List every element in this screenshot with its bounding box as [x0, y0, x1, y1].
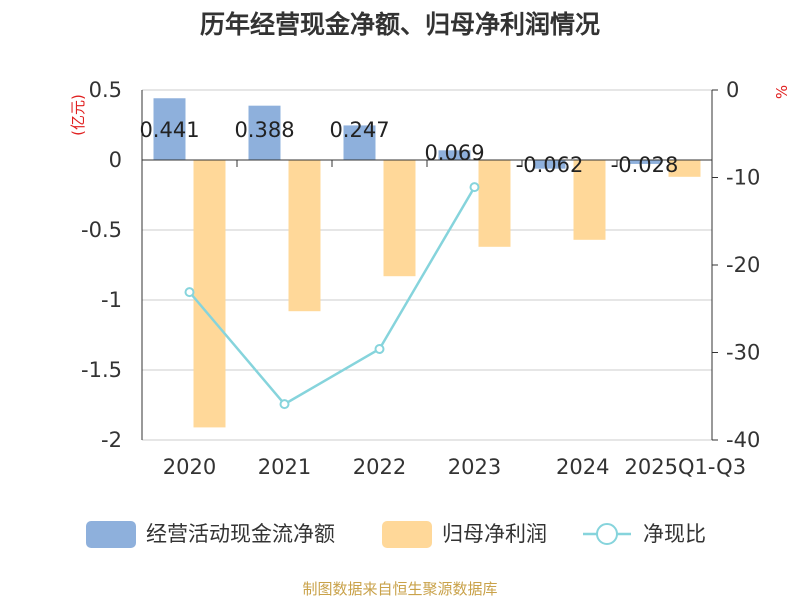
- cash-flow-value-label: 0.388: [234, 118, 294, 142]
- ratio-point: [279, 399, 290, 410]
- bars: [153, 98, 701, 428]
- cash-flow-bar: [533, 160, 566, 169]
- net-profit-bar: [478, 160, 511, 247]
- legend-swatch: [382, 521, 432, 548]
- data-labels: 0.441 0.388 0.247 0.069 -0.062 -0.028: [139, 118, 678, 177]
- left-axis-tick-label: -1: [101, 288, 122, 312]
- legend-label: 归母净利润: [442, 522, 547, 546]
- cash-flow-bar: [343, 125, 376, 160]
- ratio-polyline: [188, 186, 476, 406]
- legend-cash-flow: 经营活动现金流净额: [86, 521, 335, 548]
- legend-label: 经营活动现金流净额: [146, 522, 335, 546]
- ratio-point: [184, 287, 195, 298]
- left-axis-tick-label: 0.5: [89, 78, 122, 102]
- right-axis-tick-label: -10: [726, 166, 760, 190]
- cash-flow-bar: [153, 98, 186, 160]
- left-axis-tick-label: 0: [109, 148, 122, 172]
- x-axis-category-label: 2023: [448, 455, 501, 479]
- x-axis-category-label: 2022: [353, 455, 406, 479]
- cash-flow-bar: [628, 160, 661, 164]
- ratio-point: [469, 182, 480, 193]
- axes: [141, 89, 718, 441]
- legend-net-profit: 归母净利润: [382, 521, 547, 548]
- cash-flow-value-label: 0.441: [139, 118, 199, 142]
- cash-flow-bar: [438, 150, 471, 160]
- chart-title: 历年经营现金净额、归母净利润情况: [200, 10, 600, 39]
- net-profit-bar: [383, 160, 416, 277]
- right-axis-tick-label: -30: [726, 341, 760, 365]
- legend-label: 净现比: [643, 522, 706, 546]
- x-axis-category-label: 2021: [258, 455, 311, 479]
- cash-flow-value-label: -0.062: [516, 153, 584, 177]
- cash-flow-bar: [248, 105, 281, 160]
- net-profit-bar: [193, 160, 226, 428]
- net-profit-bar: [668, 160, 701, 177]
- legend-ratio: 净现比: [583, 522, 706, 546]
- legend-marker: [596, 523, 618, 545]
- left-axis-unit: (亿元): [69, 94, 87, 136]
- left-axis-tick-label: -0.5: [81, 218, 122, 242]
- x-axis-category-label: 2025Q1-Q3: [625, 455, 747, 479]
- legend-swatch: [86, 521, 136, 548]
- left-axis-tick-label: -1.5: [81, 358, 122, 382]
- cash-flow-value-label: 0.069: [424, 141, 484, 165]
- x-axis-category-label: 2024: [556, 455, 609, 479]
- data-source-note: 制图数据来自恒生聚源数据库: [302, 580, 497, 598]
- x-axis-category-label: 2020: [163, 455, 216, 479]
- legend: 经营活动现金流净额 归母净利润 净现比: [86, 521, 706, 548]
- right-axis-tick-label: -40: [726, 428, 760, 452]
- net-profit-bar: [573, 160, 606, 240]
- left-axis-tick-label: -2: [101, 428, 122, 452]
- ratio-point: [374, 344, 385, 354]
- right-axis-tick-label: -20: [726, 253, 760, 277]
- ratio-line: [184, 182, 480, 410]
- cash-flow-value-label: 0.247: [329, 118, 389, 142]
- net-profit-bar: [288, 160, 321, 312]
- right-axis-tick-label: 0: [726, 78, 739, 102]
- cash-flow-value-label: -0.028: [611, 153, 679, 177]
- right-axis-unit: %: [773, 85, 791, 99]
